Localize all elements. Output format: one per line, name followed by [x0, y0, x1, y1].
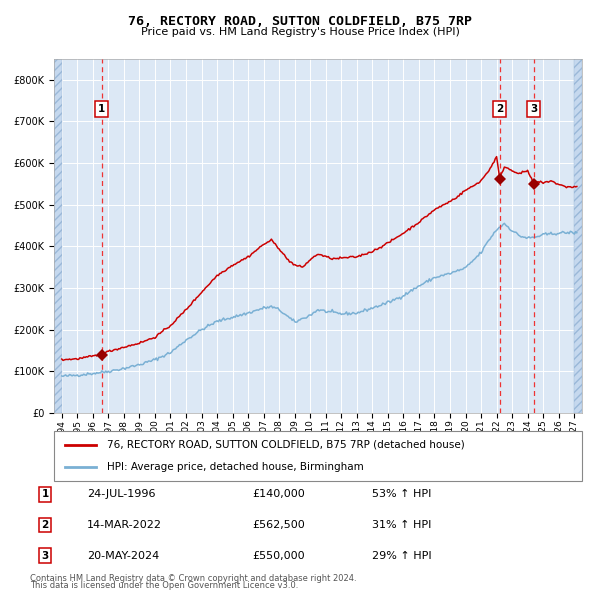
Text: 24-JUL-1996: 24-JUL-1996	[87, 490, 155, 499]
FancyBboxPatch shape	[54, 431, 582, 481]
Text: 76, RECTORY ROAD, SUTTON COLDFIELD, B75 7RP (detached house): 76, RECTORY ROAD, SUTTON COLDFIELD, B75 …	[107, 440, 464, 450]
Text: 1: 1	[41, 490, 49, 499]
Text: This data is licensed under the Open Government Licence v3.0.: This data is licensed under the Open Gov…	[30, 581, 298, 590]
Text: 3: 3	[530, 104, 537, 114]
Text: 20-MAY-2024: 20-MAY-2024	[87, 551, 159, 560]
Text: 1: 1	[98, 104, 105, 114]
Text: 3: 3	[41, 551, 49, 560]
Text: 14-MAR-2022: 14-MAR-2022	[87, 520, 162, 530]
Text: HPI: Average price, detached house, Birmingham: HPI: Average price, detached house, Birm…	[107, 462, 364, 472]
Text: £550,000: £550,000	[252, 551, 305, 560]
Text: 76, RECTORY ROAD, SUTTON COLDFIELD, B75 7RP: 76, RECTORY ROAD, SUTTON COLDFIELD, B75 …	[128, 15, 472, 28]
Bar	[54, 59, 62, 413]
Text: Contains HM Land Registry data © Crown copyright and database right 2024.: Contains HM Land Registry data © Crown c…	[30, 573, 356, 583]
Text: 2: 2	[496, 104, 503, 114]
Text: 29% ↑ HPI: 29% ↑ HPI	[372, 551, 431, 560]
Text: 2: 2	[41, 520, 49, 530]
Text: £562,500: £562,500	[252, 520, 305, 530]
Bar	[574, 59, 582, 413]
Text: 53% ↑ HPI: 53% ↑ HPI	[372, 490, 431, 499]
Text: £140,000: £140,000	[252, 490, 305, 499]
Text: Price paid vs. HM Land Registry's House Price Index (HPI): Price paid vs. HM Land Registry's House …	[140, 27, 460, 37]
Text: 31% ↑ HPI: 31% ↑ HPI	[372, 520, 431, 530]
